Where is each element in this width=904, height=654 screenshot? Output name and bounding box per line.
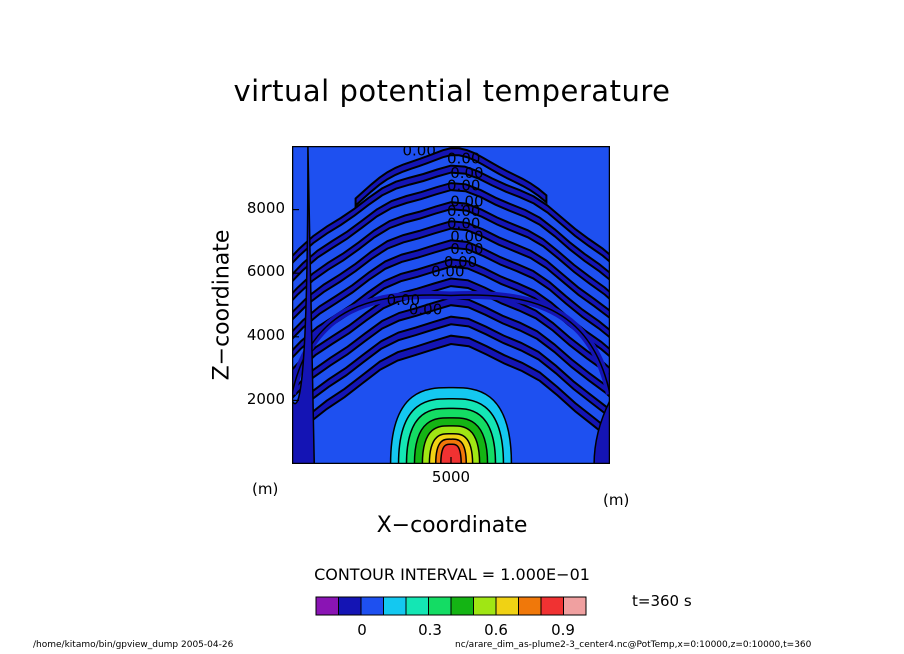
- contour-label: 0.00: [447, 202, 480, 220]
- colorbar-swatch: [563, 596, 587, 616]
- colorbar-swatch: [405, 596, 429, 616]
- colorbar-swatch: [360, 596, 384, 616]
- y-tick-label: 8000: [246, 199, 285, 217]
- footer-left: /home/kitamo/bin/gpview_dump 2005-04-26: [33, 640, 234, 650]
- chart-title: virtual potential temperature: [233, 74, 671, 108]
- colorbar-swatch: [338, 596, 362, 616]
- contour-band: [292, 220, 610, 322]
- colorbar-swatch: [473, 596, 497, 616]
- contour-band: [292, 315, 610, 421]
- colorbar-swatch: [450, 596, 474, 616]
- y-axis-label: Z−coordinate: [209, 229, 235, 381]
- colorbar-tick-label: 0: [357, 621, 367, 639]
- contour-label: 0.00: [431, 262, 464, 280]
- contour-band: [292, 239, 610, 341]
- x-axis-unit: (m): [252, 480, 279, 498]
- contour-label: 0.00: [387, 291, 420, 309]
- contour-label: 0.00: [444, 253, 477, 271]
- contour-band: [292, 164, 610, 265]
- contour-label: 0.00: [450, 192, 483, 210]
- colorbar: [315, 596, 587, 616]
- plume-contour: [440, 443, 462, 464]
- colorbar-swatch: [315, 596, 339, 616]
- x-tick-label: 5000: [431, 468, 471, 486]
- contour-label: 0.00: [450, 227, 483, 245]
- contour-label: 0.00: [447, 149, 480, 167]
- contour-label: 0.00: [450, 164, 483, 182]
- colorbar-tick-label: 0.9: [551, 621, 575, 639]
- footer-right: nc/arare_dim_as-plume2-3_center4.nc@PotT…: [455, 640, 812, 650]
- contour-interval-label: CONTOUR INTERVAL = 1.000E−01: [314, 565, 590, 584]
- time-label: t=360 s: [632, 592, 692, 610]
- y-tick-label: 4000: [246, 326, 285, 344]
- contour-label: 0.00: [447, 215, 480, 233]
- contour-label: 0.00: [409, 301, 442, 319]
- colorbar-swatch: [540, 596, 564, 616]
- contour-label: 0.00: [450, 240, 483, 258]
- contour-band: [292, 296, 610, 400]
- y-tick-label: 2000: [246, 390, 285, 408]
- contour-band: [354, 147, 548, 208]
- contour-label: 0.00: [447, 177, 480, 195]
- colorbar-tick-label: 0.3: [418, 621, 442, 639]
- contour-band: [292, 182, 610, 283]
- colorbar-swatch: [518, 596, 542, 616]
- y-tick-label: 6000: [246, 262, 285, 280]
- colorbar-tick-label: 0.6: [484, 621, 508, 639]
- colorbar-swatch: [495, 596, 519, 616]
- colorbar-swatch: [428, 596, 452, 616]
- contour-plot: 0.00 0.000.000.000.000.000.000.000.000.00…: [292, 146, 610, 464]
- dome-contour-line: [292, 294, 610, 395]
- contour-band: [292, 201, 610, 303]
- colorbar-swatch: [383, 596, 407, 616]
- x-axis-label: X−coordinate: [376, 513, 528, 538]
- contour-label: 0.00: [402, 146, 435, 160]
- y-axis-unit: (m): [603, 491, 630, 509]
- contour-band: [292, 334, 610, 443]
